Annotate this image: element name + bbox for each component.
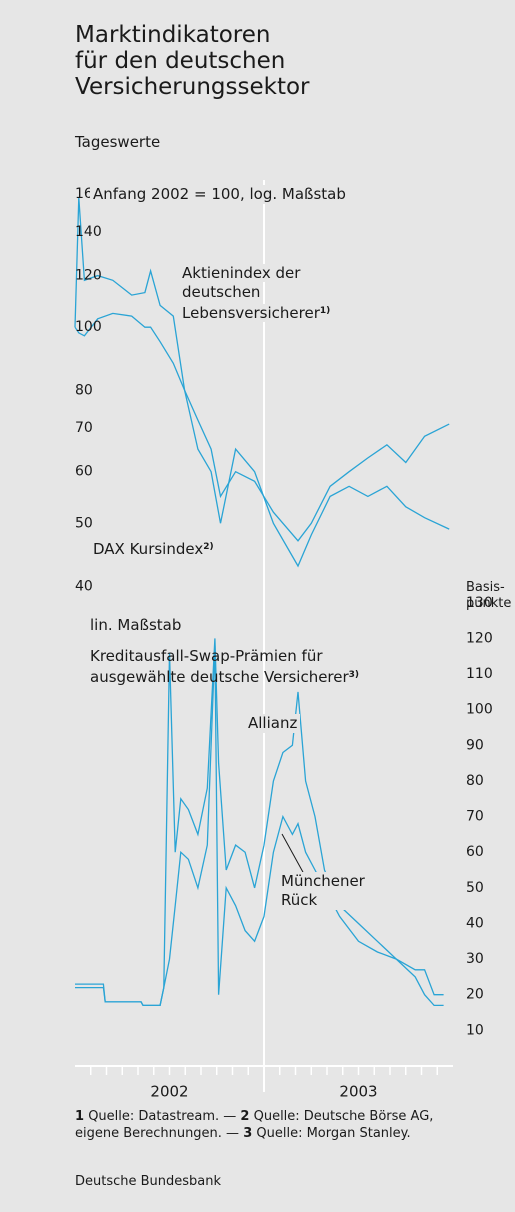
series-label: Aktienindex der deutschen Lebensversiche… <box>182 264 342 323</box>
panel-title: Kreditausfall-Swap-Prämien für ausgewähl… <box>90 647 359 687</box>
title-line: Marktindikatoren <box>75 22 271 48</box>
y-label-line: punkte <box>466 596 512 611</box>
y-tick-label: 40 <box>75 578 93 594</box>
lines-layer <box>74 197 450 1007</box>
y-tick-label: 50 <box>75 515 93 531</box>
y-tick-label: 20 <box>466 987 484 1003</box>
y-tick-label: 60 <box>466 844 484 860</box>
title: Marktindikatoren für den deutschen Versi… <box>75 22 310 100</box>
series-note: 1) <box>319 306 331 316</box>
y-tick-label: 100 <box>466 702 493 718</box>
y-tick-label: 10 <box>466 1022 484 1038</box>
title-line: für den deutschen <box>75 48 286 74</box>
panel-title-line: Kreditausfall-Swap-Prämien für <box>90 647 323 665</box>
y-tick-label: 120 <box>75 268 102 284</box>
y-tick-label: 80 <box>466 773 484 789</box>
footnote-number: 2 <box>240 1109 250 1124</box>
series-line <box>74 197 450 568</box>
series-line <box>74 312 450 542</box>
panel-title-note: 3) <box>348 670 360 680</box>
y-tick-label: 70 <box>75 420 93 436</box>
footnote-number: 1 <box>75 1109 85 1124</box>
y-tick-label: 70 <box>466 809 484 825</box>
y-tick-label: 120 <box>466 630 493 646</box>
y-label-line: Basis- <box>466 580 505 595</box>
y-label: Basis- punkte <box>466 580 511 612</box>
title-line: Versicherungssektor <box>75 74 310 100</box>
y-tick-label: 50 <box>466 880 484 896</box>
y-tick-label: 60 <box>75 464 93 480</box>
background-layer <box>75 180 453 1092</box>
y-tick-label: 140 <box>75 224 102 240</box>
series-line <box>75 638 444 1007</box>
series-name: Aktienindex der deutschen Lebensversiche… <box>182 264 320 322</box>
x-tick-label: 2002 <box>150 1083 188 1101</box>
y-tick-label: 30 <box>466 951 484 967</box>
y-tick-label: 100 <box>75 319 102 335</box>
subtitle: Tageswerte <box>75 133 161 151</box>
y-tick-label: 90 <box>466 737 484 753</box>
panel-title-text: ausgewählte deutsche Versicherer <box>90 668 349 686</box>
footnotes: 1 Quelle: Datastream. — 2 Quelle: Deutsc… <box>75 1108 475 1142</box>
footnote-text: Quelle: Deutsche Börse AG, eigene Berech… <box>75 1109 434 1141</box>
x-tick-label: 2003 <box>339 1083 377 1101</box>
series-label: Allianz <box>245 714 301 733</box>
series-note: 2) <box>203 542 214 552</box>
footnote-number: 3 <box>243 1126 253 1141</box>
y-tick-label: 110 <box>466 666 493 682</box>
series-label: DAX Kursindex2) <box>93 538 214 559</box>
source: Deutsche Bundesbank <box>75 1174 222 1189</box>
note: lin. Maßstab <box>90 616 182 634</box>
note: Anfang 2002 = 100, log. Maßstab <box>90 185 349 204</box>
series-name: DAX Kursindex <box>93 540 204 558</box>
panel-title-line: ausgewählte deutsche Versicherer3) <box>90 666 359 687</box>
footnote-text: Quelle: Morgan Stanley. <box>256 1126 411 1141</box>
y-tick-label: 130 <box>466 595 493 611</box>
y-tick-label: 80 <box>75 382 93 398</box>
y-tick-label: 40 <box>466 915 484 931</box>
series-label: Münchener Rück <box>278 872 374 910</box>
leader-line <box>281 833 305 875</box>
footnote-text: Quelle: Datastream. — <box>88 1109 237 1124</box>
series-line <box>75 645 444 1007</box>
